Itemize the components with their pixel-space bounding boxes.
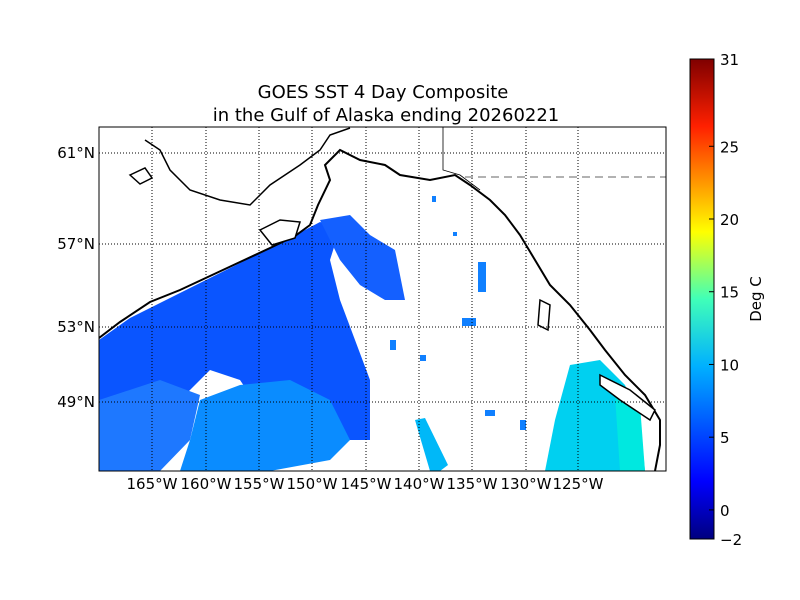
sst-scattered-pixels bbox=[390, 196, 526, 430]
lat-labels: 61°N 57°N 53°N 49°N bbox=[57, 144, 95, 411]
lon-label: 160°W bbox=[181, 475, 232, 493]
border-alaska-canada bbox=[442, 127, 481, 191]
colorbar-tick-label: −2 bbox=[720, 531, 742, 549]
lat-label: 49°N bbox=[57, 393, 95, 411]
colorbar-tick-label: 31 bbox=[720, 51, 739, 69]
colorbar bbox=[689, 58, 715, 540]
lon-label: 125°W bbox=[553, 475, 604, 493]
colorbar-tick-label: 10 bbox=[720, 356, 739, 374]
lat-label: 57°N bbox=[57, 235, 95, 253]
map-frame bbox=[98, 126, 667, 472]
title-line-1: GOES SST 4 Day Composite bbox=[258, 82, 509, 103]
lon-label: 155°W bbox=[234, 475, 285, 493]
lat-label: 53°N bbox=[57, 318, 95, 336]
sst-region-gulf-streak bbox=[415, 418, 448, 471]
title-line-2: in the Gulf of Alaska ending 20260221 bbox=[213, 105, 560, 126]
lat-label: 61°N bbox=[57, 144, 95, 162]
island-haida-gwaii bbox=[537, 298, 551, 332]
lon-labels: 165°W 160°W 155°W 150°W 145°W 140°W 135°… bbox=[127, 475, 604, 493]
map-gridlines bbox=[99, 127, 666, 471]
sst-region-east-edge bbox=[615, 395, 645, 471]
island-vancouver bbox=[599, 373, 656, 422]
colorbar-tick-label: 25 bbox=[720, 138, 739, 156]
lon-label: 135°W bbox=[447, 475, 498, 493]
island-nunivak bbox=[128, 167, 154, 185]
lon-label: 130°W bbox=[501, 475, 552, 493]
lon-label: 165°W bbox=[127, 475, 178, 493]
colorbar-tick-label: 20 bbox=[720, 211, 739, 229]
lon-label: 145°W bbox=[341, 475, 392, 493]
sst-region-south-patch bbox=[180, 380, 350, 471]
colorbar-tick-label: 0 bbox=[720, 502, 730, 520]
colorbar-tick-label: 5 bbox=[720, 429, 730, 447]
coastline-western-alaska bbox=[144, 127, 351, 206]
island-kodiak bbox=[258, 219, 301, 246]
colorbar-label: Deg C bbox=[747, 276, 765, 322]
lon-label: 150°W bbox=[287, 475, 338, 493]
lon-label: 140°W bbox=[394, 475, 445, 493]
colorbar-ticks: −2 0 5 10 15 20 25 31 bbox=[709, 51, 742, 549]
colorbar-tick-label: 15 bbox=[720, 284, 739, 302]
sst-region-southwest bbox=[99, 380, 200, 471]
coastline-alaska bbox=[99, 148, 661, 471]
map-area bbox=[99, 127, 666, 471]
sst-region-north-patches bbox=[320, 215, 405, 300]
